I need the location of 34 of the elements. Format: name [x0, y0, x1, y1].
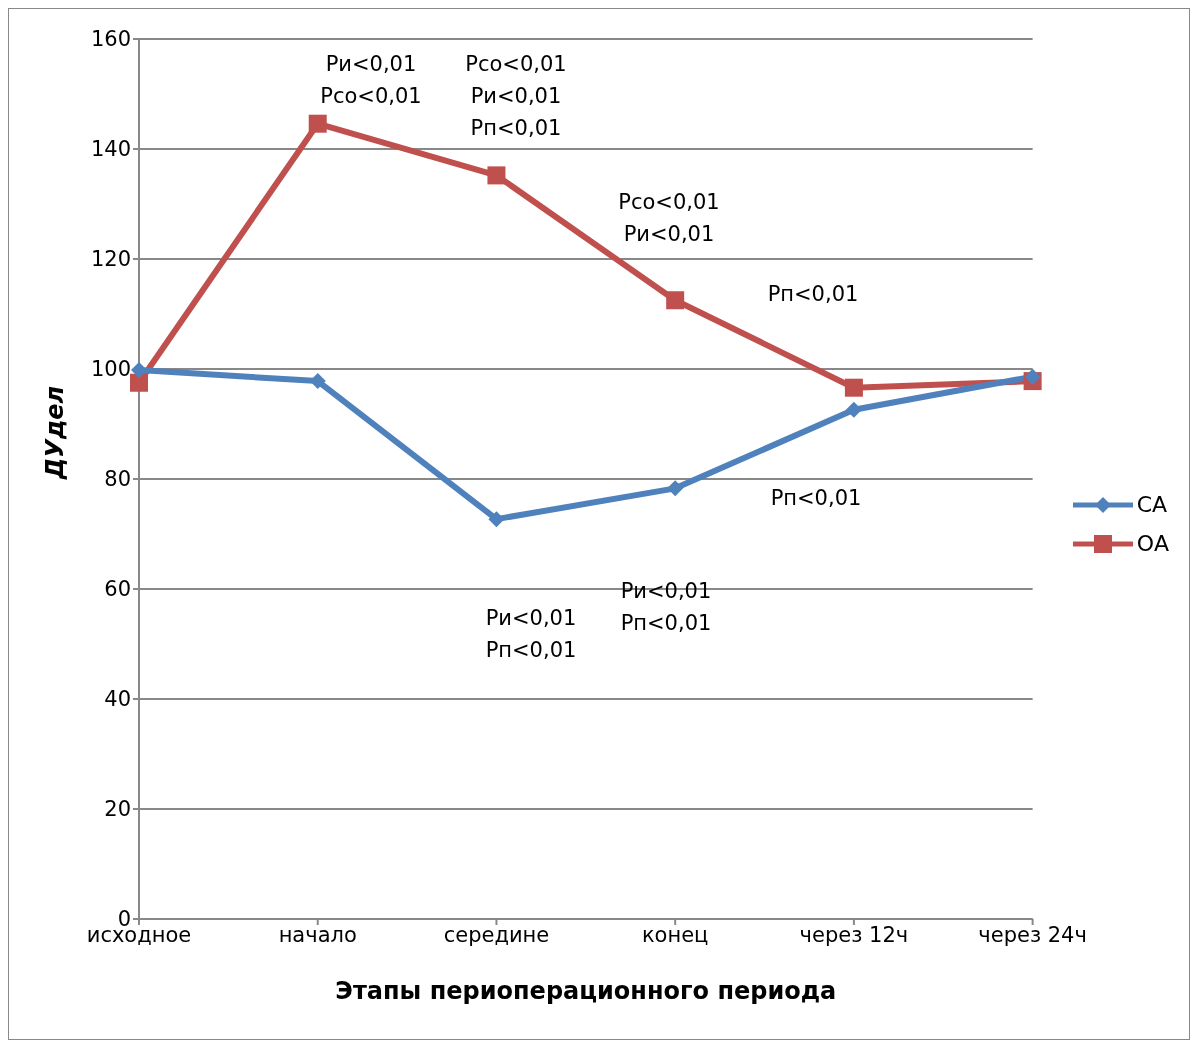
point [667, 480, 684, 497]
annotation: Ри<0,01 Рсо<0,01 [320, 51, 422, 110]
point [488, 511, 505, 528]
y-tick-label: 20 [104, 797, 131, 822]
y-tick-label: 80 [104, 467, 131, 492]
point [666, 291, 685, 310]
x-tick-label: через 12ч [799, 922, 909, 947]
y-tick-label: 140 [90, 137, 131, 162]
y-tick-label: 100 [90, 357, 131, 382]
point [487, 166, 506, 185]
point [308, 114, 327, 133]
y-tick-label: 60 [104, 577, 131, 602]
x-tick-label: середине [443, 922, 550, 947]
y-tick-label: 160 [90, 27, 131, 52]
y-axis-title: ДУдел [40, 385, 69, 480]
annotation: Рп<0,01 [770, 485, 862, 512]
y-tick-label: 120 [90, 247, 131, 272]
annotation: Рсо<0,01 Ри<0,01 [618, 189, 720, 248]
annotation: Рсо<0,01 Ри<0,01 Рп<0,01 [465, 51, 567, 142]
annotation: Рп<0,01 [767, 281, 859, 308]
point [845, 401, 862, 418]
annotation: Ри<0,01 Рп<0,01 [485, 605, 577, 664]
annotation: Ри<0,01 Рп<0,01 [620, 578, 712, 637]
point [131, 362, 147, 379]
legend-label: СА [1136, 492, 1168, 517]
y-tick-label: 40 [104, 687, 131, 712]
point [1024, 368, 1041, 385]
point [844, 378, 863, 397]
point [130, 373, 148, 392]
x-tick-label: через 24ч [978, 922, 1087, 947]
x-axis-title: Этапы периоперационного периода [335, 977, 837, 1005]
x-tick-label: начало [278, 922, 357, 947]
legend-label: ОА [1136, 531, 1169, 556]
x-tick-label: конец [641, 922, 709, 947]
